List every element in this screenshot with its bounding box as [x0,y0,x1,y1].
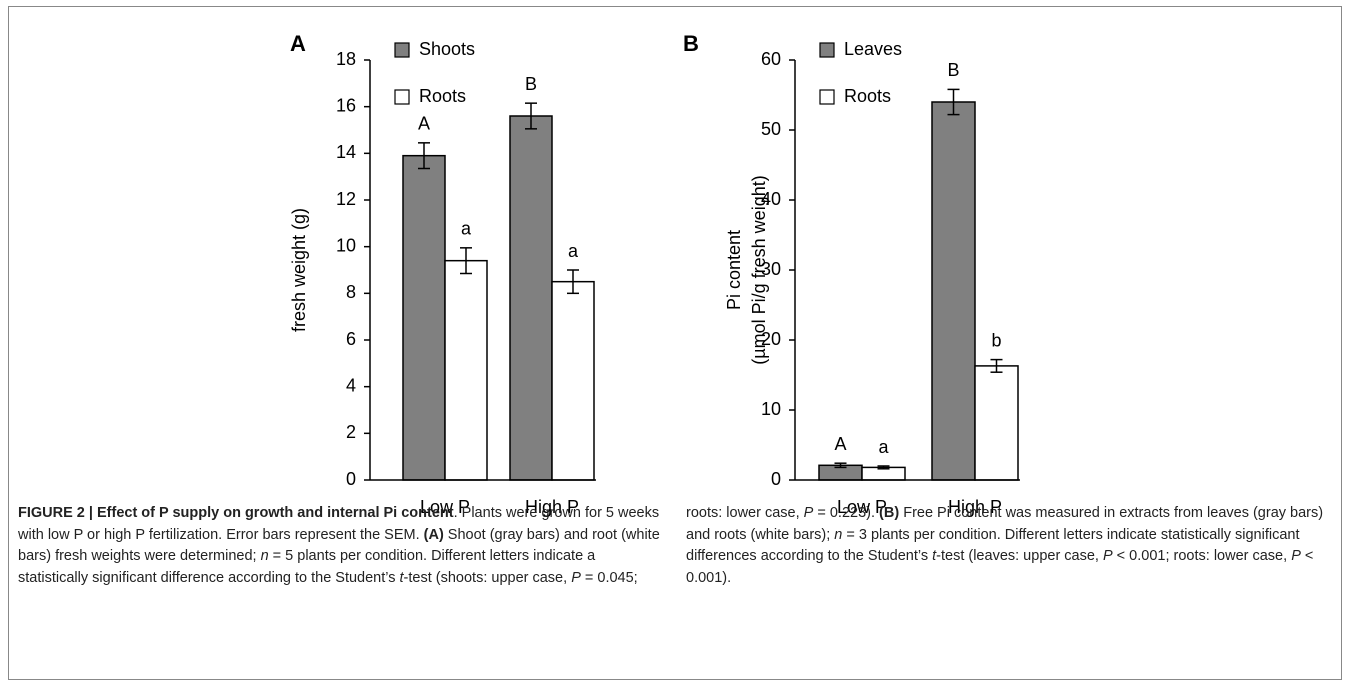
y-axis-label: fresh weight (g) [289,208,309,332]
legend-label: Roots [419,86,466,106]
y-tick-label: 18 [336,49,356,69]
legend-label: Shoots [419,39,475,59]
y-tick-label: 20 [761,329,781,349]
bar [974,365,1019,481]
y-tick-label: 50 [761,119,781,139]
caption-italic: P [1291,548,1301,564]
legend-label: Leaves [844,39,902,59]
significance-letter: a [461,219,472,239]
bar [444,259,488,481]
y-tick-label: 60 [761,49,781,69]
y-tick-label: 16 [336,95,356,115]
y-tick-label: 0 [771,469,781,489]
significance-letter: b [991,330,1001,350]
x-tick-label: High P [948,497,1002,517]
caption-italic: P [571,569,581,586]
significance-letter: B [947,60,959,80]
bar [551,280,595,481]
x-tick-label: Low P [837,497,887,517]
error-bar [460,247,472,275]
significance-letter: B [525,74,537,94]
significance-letter: A [834,434,846,454]
y-tick-label: 6 [346,329,356,349]
error-bar [990,358,1003,373]
caption-text: = 0.045; roots: lower case, [580,505,804,586]
caption-italic: P [1102,548,1113,564]
error-bar [877,465,890,470]
caption-italic: t [399,569,404,586]
caption-text: = 3 plants per condition. Different lett… [686,526,1300,565]
legend-swatch [819,42,835,58]
caption-panel: (B) [879,505,900,521]
caption-title: FIGURE 2 | Effect of P supply on growth … [18,505,454,521]
x-tick-label: Low P [420,497,470,517]
error-bar [947,88,960,116]
y-axis-label: (µmol Pi/g fresh weight) [749,175,769,364]
y-tick-label: 30 [761,259,781,279]
significance-letter: a [568,241,579,261]
y-tick-label: 2 [346,422,356,442]
caption-text: = 0.223). [813,505,880,521]
caption-text: = 5 plants per condition. Different lett… [18,548,596,586]
x-tick-label: High P [525,497,579,517]
error-bar [525,102,537,130]
y-tick-label: 4 [346,375,356,395]
panel-label: A [290,31,306,56]
caption-italic: P [803,505,814,521]
y-tick-label: 8 [346,282,356,302]
caption-text: Free Pi content was measured in extracts… [686,505,1324,543]
bar [509,115,553,481]
error-bar [834,462,847,469]
caption-text: Shoot (gray bars) and root (white bars) … [18,526,660,565]
bar [402,154,446,481]
panel-label: B [683,31,699,56]
legend-swatch [394,42,410,58]
significance-letter: a [878,437,889,457]
y-tick-label: 0 [346,469,356,489]
y-tick-label: 10 [336,235,356,255]
caption-panel: (A) [423,526,444,543]
y-axis-label: Pi content [724,230,744,310]
y-tick-label: 14 [336,142,356,162]
bar [931,101,976,481]
legend-label: Roots [844,86,891,106]
y-tick-label: 40 [761,189,781,209]
y-tick-label: 10 [761,399,781,419]
caption-text: < 0.001; roots: lower case, [1112,548,1292,564]
caption-italic: t [932,548,937,564]
legend-swatch [819,89,835,105]
figure-border [8,6,1342,680]
error-bar [418,142,430,170]
caption-italic: n [260,548,269,564]
caption-text: < 0.001). [686,548,1314,586]
caption-text: . Plants were grown for 5 weeks with low… [18,505,660,543]
caption-text: -test (leaves: upper case, [936,548,1103,564]
caption-italic: n [834,526,843,543]
caption-text: -test (shoots: upper case, [403,569,572,586]
error-bar [567,269,579,295]
y-tick-label: 12 [336,189,356,209]
significance-letter: A [418,114,430,134]
legend-swatch [394,89,410,105]
caption: FIGURE 2 | Effect of P supply on growth … [18,503,1330,589]
